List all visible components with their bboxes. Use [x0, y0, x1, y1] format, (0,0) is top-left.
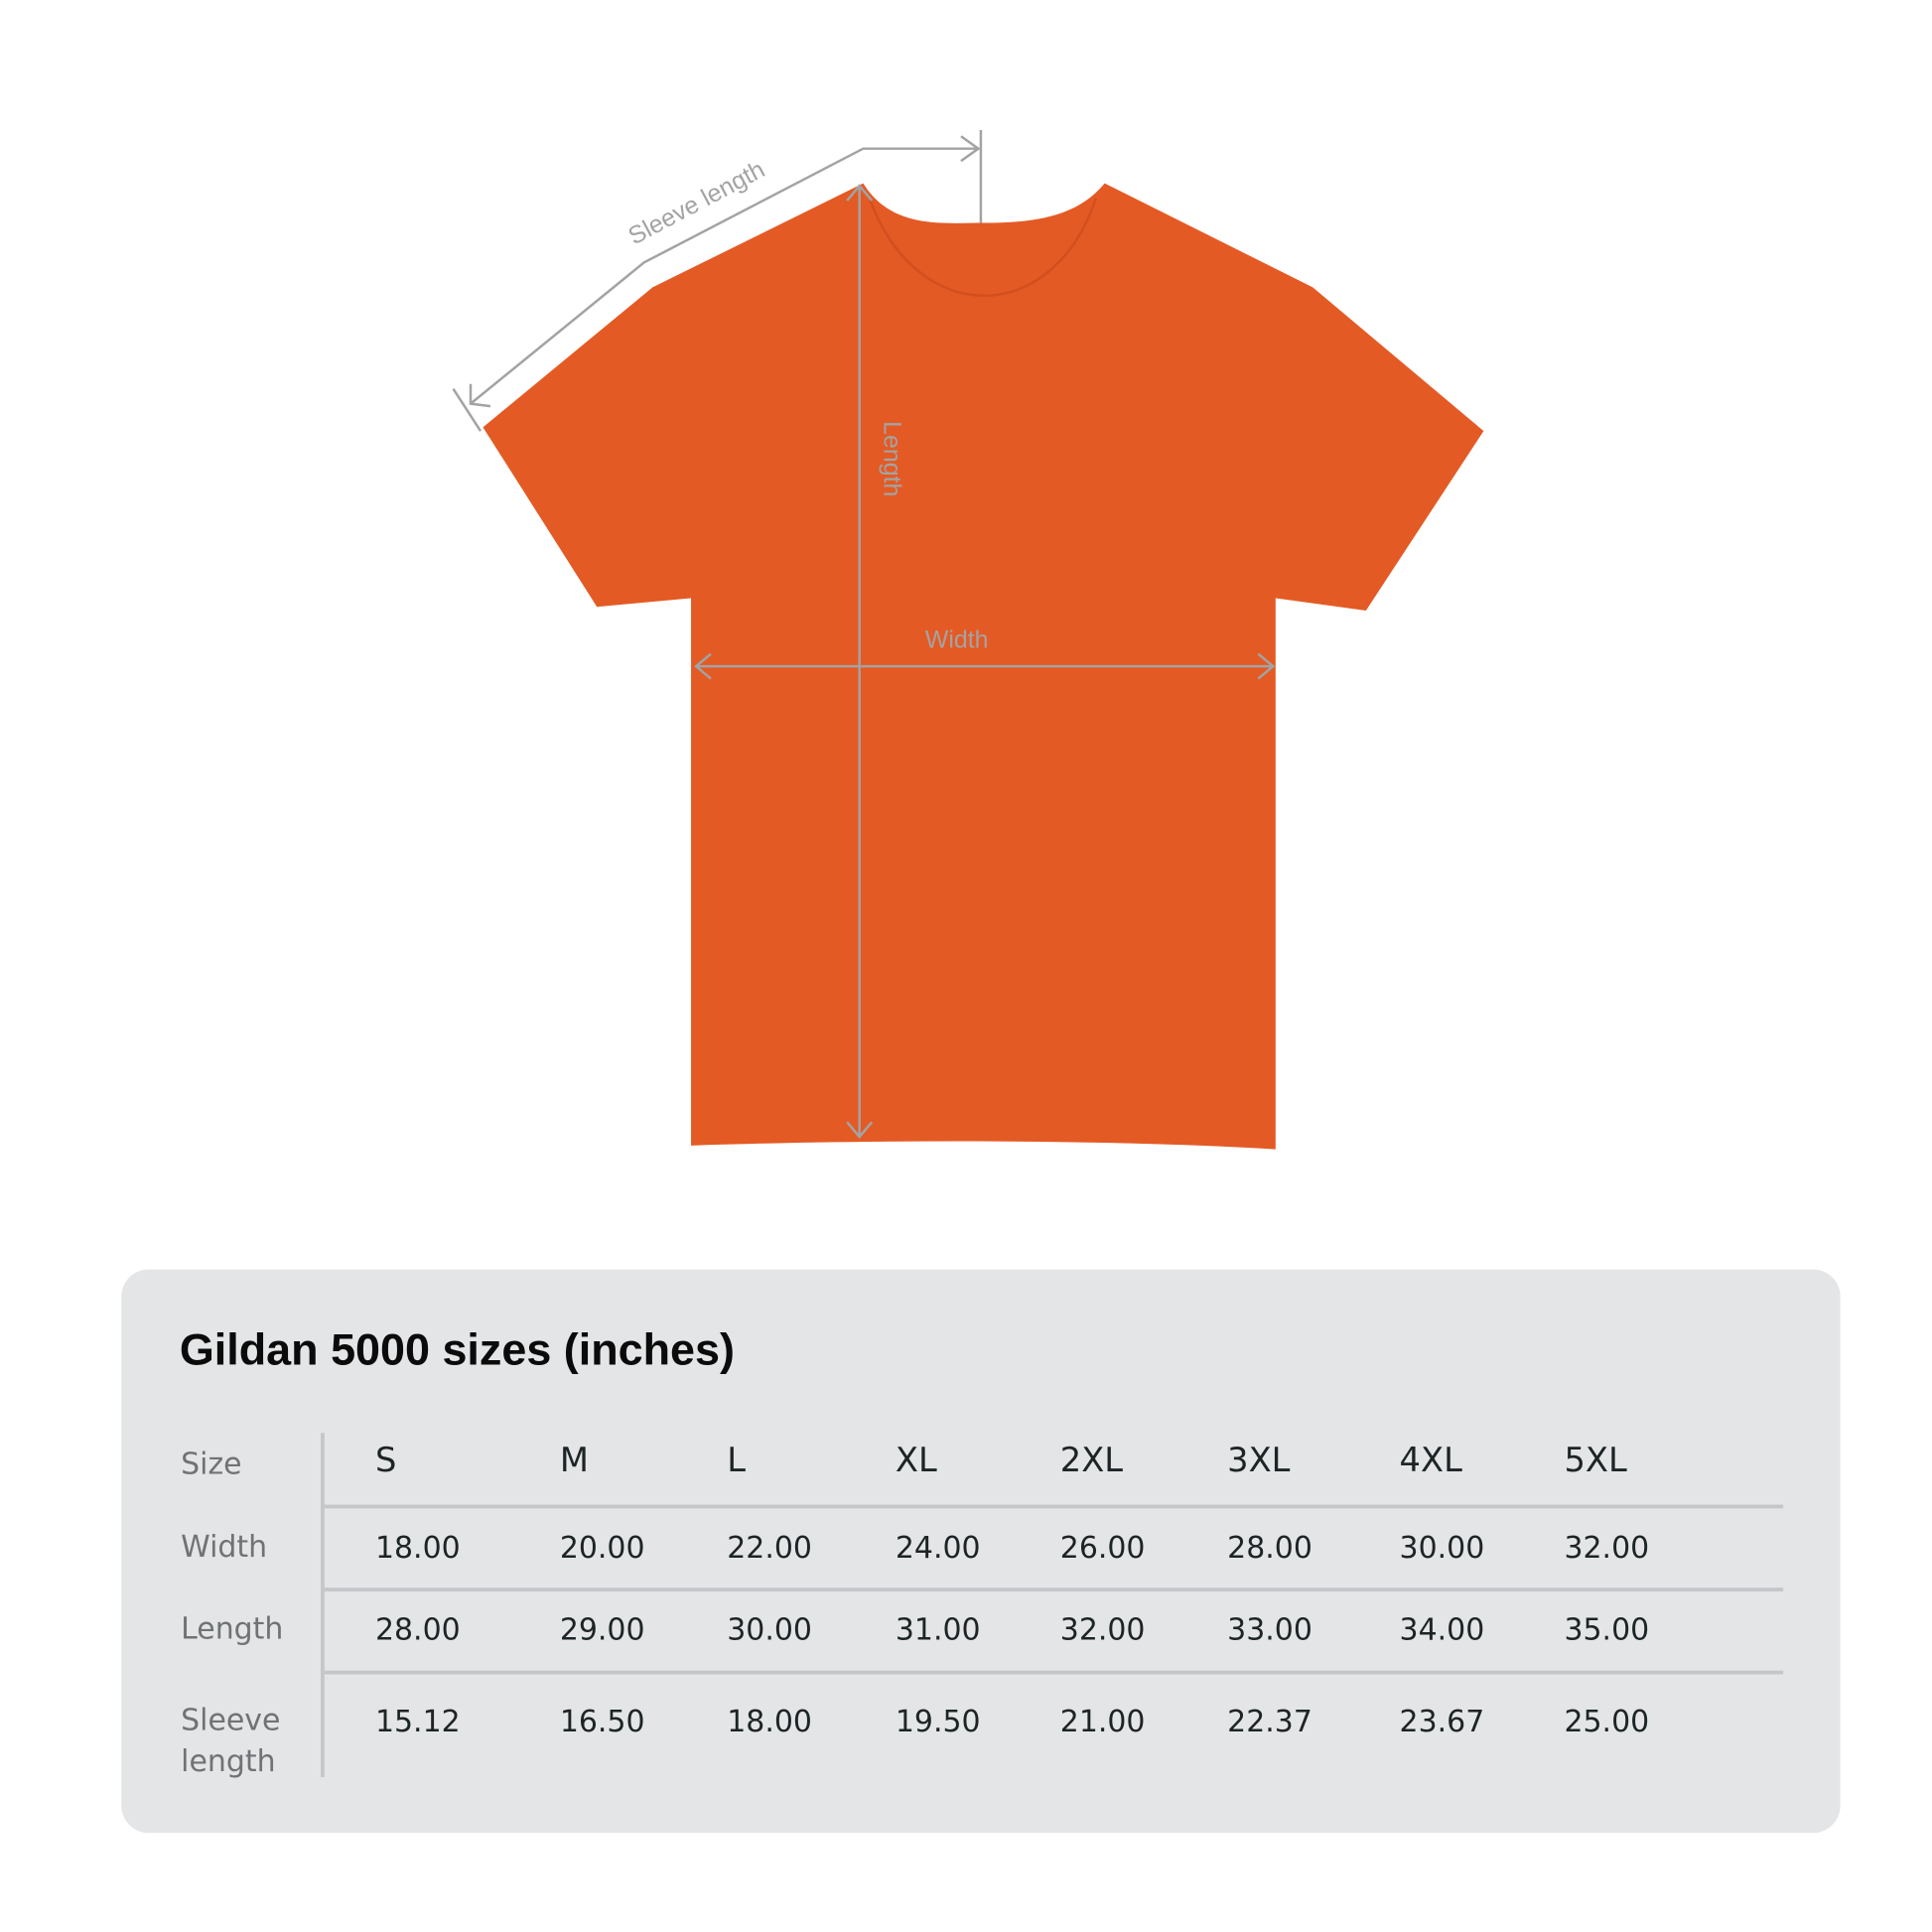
- table-cell: 26.00: [1059, 1530, 1146, 1566]
- table-cell: 28.00: [374, 1612, 461, 1648]
- size-table-panel: Gildan 5000 sizes (inches) Size S M L XL 2XL 3…: [121, 1269, 1841, 1834]
- column-divider: [321, 1433, 325, 1778]
- table-cell: 30.00: [1399, 1530, 1485, 1566]
- size-header-5xl: 5XL: [1564, 1441, 1627, 1480]
- table-cell: 29.00: [559, 1612, 645, 1648]
- table-cell: 24.00: [895, 1530, 981, 1566]
- table-cell: 31.00: [895, 1612, 981, 1648]
- neck-rib: [868, 198, 1098, 297]
- table-cell: 21.00: [1059, 1704, 1146, 1739]
- size-header-m: M: [559, 1441, 589, 1480]
- size-header-3xl: 3XL: [1227, 1441, 1291, 1480]
- table-cell: 18.00: [374, 1530, 461, 1566]
- tshirt-diagram: Sleeve length Length Width: [452, 129, 1484, 1150]
- table-cell: 19.50: [895, 1704, 981, 1739]
- table-cell: 32.00: [1564, 1530, 1650, 1566]
- sleeve-length-line: [470, 147, 979, 405]
- width-label: Width: [925, 625, 989, 653]
- width-line: [694, 652, 1276, 680]
- table-cell: 33.00: [1227, 1612, 1312, 1648]
- row-label: Width: [181, 1529, 268, 1565]
- table-cell: 25.00: [1564, 1704, 1650, 1739]
- row-divider: [324, 1587, 1784, 1591]
- table-cell: 23.67: [1399, 1704, 1485, 1739]
- table-cell: 16.50: [559, 1704, 645, 1739]
- size-header-4xl: 4XL: [1399, 1441, 1462, 1480]
- table-cell: 32.00: [1059, 1612, 1146, 1648]
- table-cell: 15.12: [374, 1704, 461, 1739]
- length-line: [846, 184, 874, 1140]
- length-label: Length: [879, 421, 906, 496]
- table-cell: 28.00: [1227, 1530, 1312, 1566]
- header-label-size: Size: [181, 1446, 242, 1481]
- table-cell: 30.00: [727, 1612, 812, 1648]
- table-cell: 34.00: [1399, 1612, 1485, 1648]
- table-cell: 35.00: [1564, 1612, 1650, 1648]
- table-title: Gildan 5000 sizes (inches): [179, 1323, 735, 1375]
- table-cell: 18.00: [727, 1704, 812, 1739]
- table-cell: 22.37: [1227, 1704, 1312, 1739]
- table-cell: 20.00: [559, 1530, 645, 1566]
- size-header-s: S: [374, 1441, 397, 1480]
- row-label: Length: [181, 1610, 284, 1646]
- table-cell: 22.00: [727, 1530, 812, 1566]
- row-divider: [324, 1670, 1784, 1675]
- size-header-l: L: [727, 1441, 746, 1480]
- row-divider: [324, 1504, 1784, 1509]
- size-header-2xl: 2XL: [1059, 1441, 1124, 1480]
- size-header-xl: XL: [895, 1441, 937, 1480]
- sleeve-arrow-tail-icon: [452, 383, 491, 432]
- row-label: Sleeve length: [181, 1703, 281, 1779]
- sleeve-arrow-head-icon: [960, 135, 981, 163]
